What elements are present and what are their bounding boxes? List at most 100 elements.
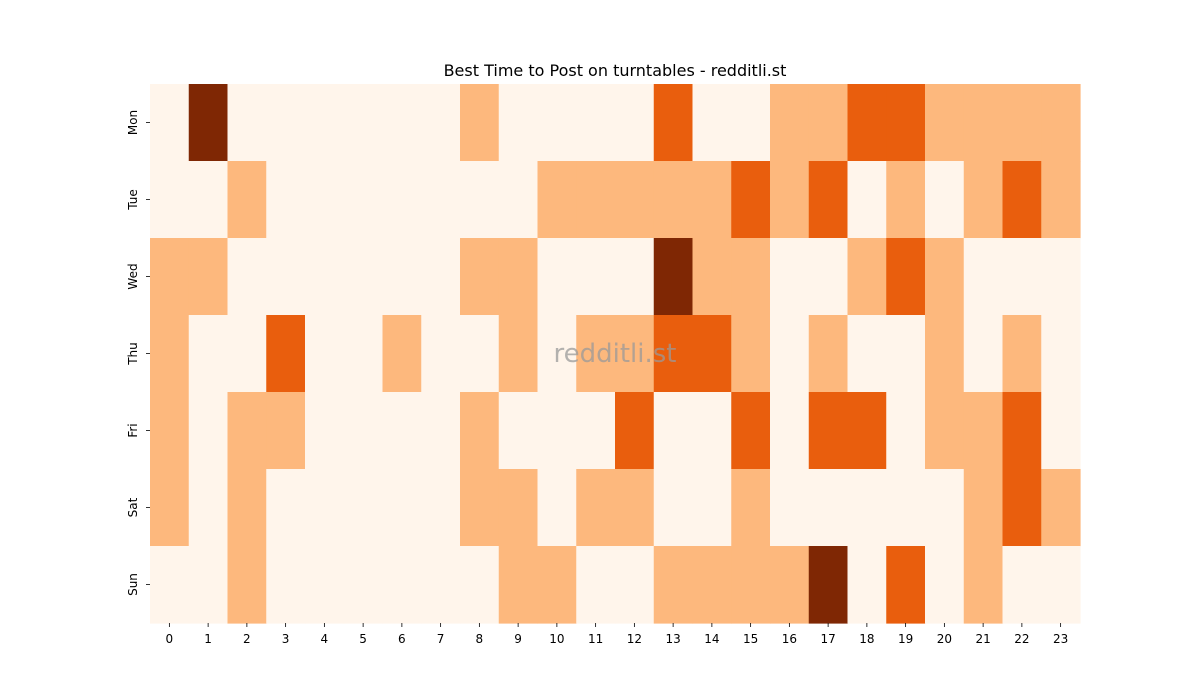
heatmap-cell-sun-5: [343, 546, 384, 624]
heatmap-cell-sat-5: [343, 469, 384, 547]
heatmap-cell-tue-4: [305, 161, 345, 239]
heatmap-cell-mon-0: [150, 84, 190, 162]
heatmap-cell-thu-16: [770, 315, 810, 393]
heatmap-cell-thu-18: [847, 315, 887, 393]
heatmap-cell-sun-0: [150, 546, 190, 624]
heatmap-cell-sat-3: [266, 469, 306, 547]
heatmap-cell-sat-16: [770, 469, 810, 547]
heatmap-cell-thu-6: [382, 315, 422, 393]
heatmap-cell-sat-19: [886, 469, 926, 547]
x-tick-label: 4: [321, 632, 329, 646]
heatmap-cell-wed-10: [537, 238, 577, 316]
heatmap-cell-thu-13: [653, 315, 694, 393]
heatmap-cell-tue-3: [266, 161, 306, 239]
heatmap-cell-fri-7: [421, 392, 461, 470]
heatmap-cell-thu-1: [188, 315, 229, 393]
heatmap-cell-tue-6: [382, 161, 422, 239]
heatmap-cell-sun-6: [382, 546, 422, 624]
x-tick-label: 23: [1053, 632, 1068, 646]
heatmap-cell-sun-16: [770, 546, 810, 624]
heatmap-cell-wed-2: [227, 238, 267, 316]
heatmap-cell-tue-13: [653, 161, 694, 239]
heatmap-cell-mon-17: [808, 84, 849, 162]
heatmap-cell-mon-23: [1041, 84, 1081, 162]
heatmap-cell-fri-22: [1002, 392, 1042, 470]
heatmap-cell-thu-20: [925, 315, 965, 393]
heatmap-cell-thu-9: [498, 315, 539, 393]
heatmap-cell-thu-10: [537, 315, 577, 393]
heatmap-cell-tue-18: [847, 161, 887, 239]
heatmap-cell-wed-16: [770, 238, 810, 316]
heatmap-cell-sun-12: [615, 546, 655, 624]
heatmap-cell-sun-23: [1041, 546, 1081, 624]
y-tick-label: Wed: [126, 263, 140, 289]
x-tick-label: 14: [704, 632, 719, 646]
x-tick-label: 3: [282, 632, 290, 646]
heatmap-cell-fri-23: [1041, 392, 1081, 470]
heatmap-cell-mon-22: [1002, 84, 1042, 162]
heatmap-cell-tue-21: [963, 161, 1004, 239]
heatmap-cell-sat-1: [188, 469, 229, 547]
heatmap-cell-fri-17: [808, 392, 849, 470]
x-tick-label: 1: [204, 632, 212, 646]
x-tick-label: 20: [937, 632, 952, 646]
heatmap-cell-thu-3: [266, 315, 306, 393]
x-tick-label: 6: [398, 632, 406, 646]
x-tick-label: 2: [243, 632, 251, 646]
heatmap-cell-thu-21: [963, 315, 1004, 393]
heatmap-cell-tue-5: [343, 161, 384, 239]
heatmap-cell-fri-0: [150, 392, 190, 470]
heatmap-cell-sun-9: [498, 546, 539, 624]
heatmap-cell-tue-12: [615, 161, 655, 239]
heatmap-cell-mon-1: [188, 84, 229, 162]
heatmap-cell-fri-10: [537, 392, 577, 470]
heatmap-cell-sat-17: [808, 469, 849, 547]
heatmap-cell-sat-9: [498, 469, 539, 547]
heatmap-cell-mon-12: [615, 84, 655, 162]
heatmap-cell-thu-17: [808, 315, 849, 393]
heatmap-cell-thu-4: [305, 315, 345, 393]
y-tick-label: Sat: [126, 497, 140, 517]
heatmap-cell-sat-4: [305, 469, 345, 547]
heatmap-cell-fri-15: [731, 392, 771, 470]
heatmap-cell-fri-12: [615, 392, 655, 470]
heatmap-cell-sat-11: [576, 469, 616, 547]
heatmap-cell-sun-1: [188, 546, 229, 624]
heatmap-cell-sat-13: [653, 469, 694, 547]
heatmap-cell-wed-11: [576, 238, 616, 316]
heatmap-cell-sun-2: [227, 546, 267, 624]
heatmap-cell-tue-2: [227, 161, 267, 239]
heatmap-cell-fri-5: [343, 392, 384, 470]
heatmap-cell-wed-17: [808, 238, 849, 316]
heatmap-cell-wed-3: [266, 238, 306, 316]
x-tick-label: 5: [359, 632, 367, 646]
heatmap-cell-sun-21: [963, 546, 1004, 624]
heatmap-cell-mon-10: [537, 84, 577, 162]
heatmap-cell-tue-14: [692, 161, 732, 239]
x-tick-label: 13: [665, 632, 680, 646]
heatmap-cell-thu-5: [343, 315, 384, 393]
heatmap-cell-fri-20: [925, 392, 965, 470]
heatmap-cell-wed-23: [1041, 238, 1081, 316]
heatmap-cell-fri-16: [770, 392, 810, 470]
heatmap-cell-wed-12: [615, 238, 655, 316]
heatmap-cell-sun-8: [460, 546, 500, 624]
heatmap-cell-mon-13: [653, 84, 694, 162]
heatmap-cell-sat-15: [731, 469, 771, 547]
heatmap-cell-mon-16: [770, 84, 810, 162]
heatmap-cell-thu-12: [615, 315, 655, 393]
heatmap-cell-wed-6: [382, 238, 422, 316]
heatmap-cell-tue-11: [576, 161, 616, 239]
heatmap-cell-tue-20: [925, 161, 965, 239]
heatmap-cell-mon-19: [886, 84, 926, 162]
x-tick-label: 8: [476, 632, 484, 646]
chart-title: Best Time to Post on turntables - reddit…: [444, 61, 787, 80]
y-tick-label: Fri: [126, 423, 140, 437]
heatmap-cell-sun-11: [576, 546, 616, 624]
heatmap-cell-sat-6: [382, 469, 422, 547]
x-tick-label: 10: [549, 632, 564, 646]
heatmap-cell-mon-21: [963, 84, 1004, 162]
heatmap-cell-fri-13: [653, 392, 694, 470]
heatmap-cell-wed-15: [731, 238, 771, 316]
